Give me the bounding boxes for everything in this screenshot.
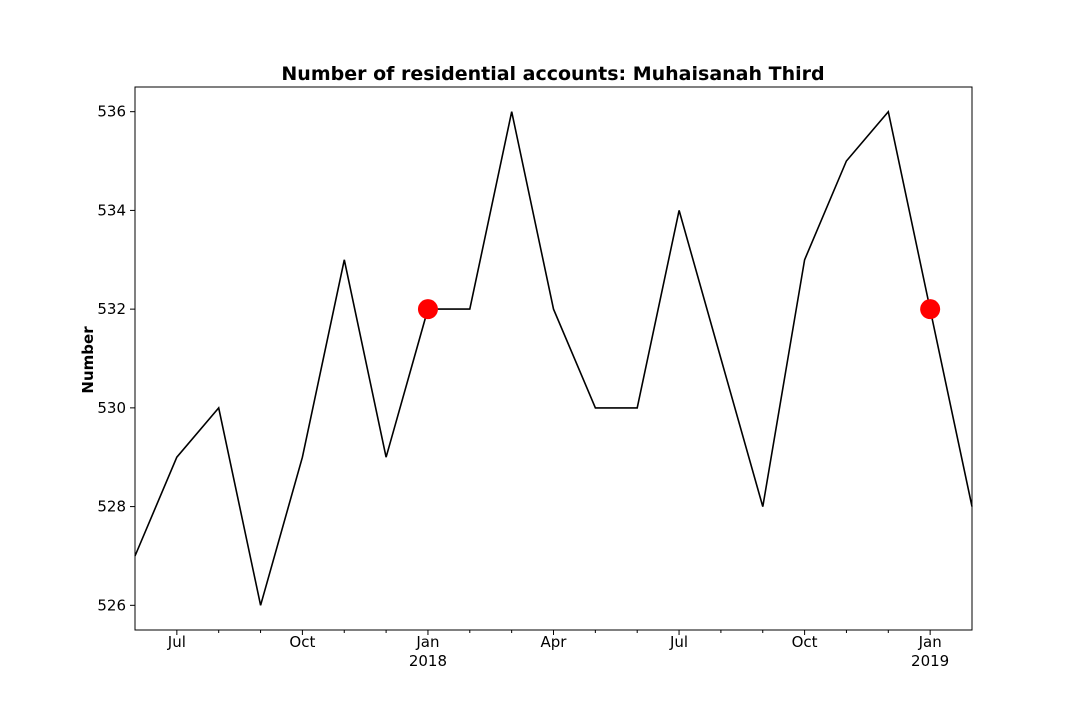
chart-title: Number of residential accounts: Muhaisan… <box>281 63 824 85</box>
plot-frame <box>134 86 973 631</box>
x-tick-label: Jan <box>415 633 439 651</box>
x-tick-label: Jul <box>669 633 688 651</box>
y-tick-label: 536 <box>97 103 126 121</box>
x-tick-label: Apr <box>541 633 568 651</box>
y-tick-label: 530 <box>97 399 126 417</box>
y-axis-label: Number <box>79 326 97 394</box>
y-tick-label: 534 <box>97 201 126 219</box>
highlight-marker <box>417 299 438 320</box>
x-tick-label: Oct <box>289 633 315 651</box>
x-tick-year-label: 2018 <box>409 652 447 670</box>
y-tick-label: 526 <box>97 596 126 614</box>
series-line <box>134 109 973 606</box>
x-tick-label: Jul <box>167 633 186 651</box>
x-tick-label: Jan <box>918 633 942 651</box>
x-tick-year-label: 2019 <box>911 652 949 670</box>
highlight-marker <box>920 299 941 320</box>
x-tick-label: Oct <box>792 633 818 651</box>
y-tick-label: 528 <box>97 498 126 516</box>
y-tick-label: 532 <box>97 300 126 318</box>
